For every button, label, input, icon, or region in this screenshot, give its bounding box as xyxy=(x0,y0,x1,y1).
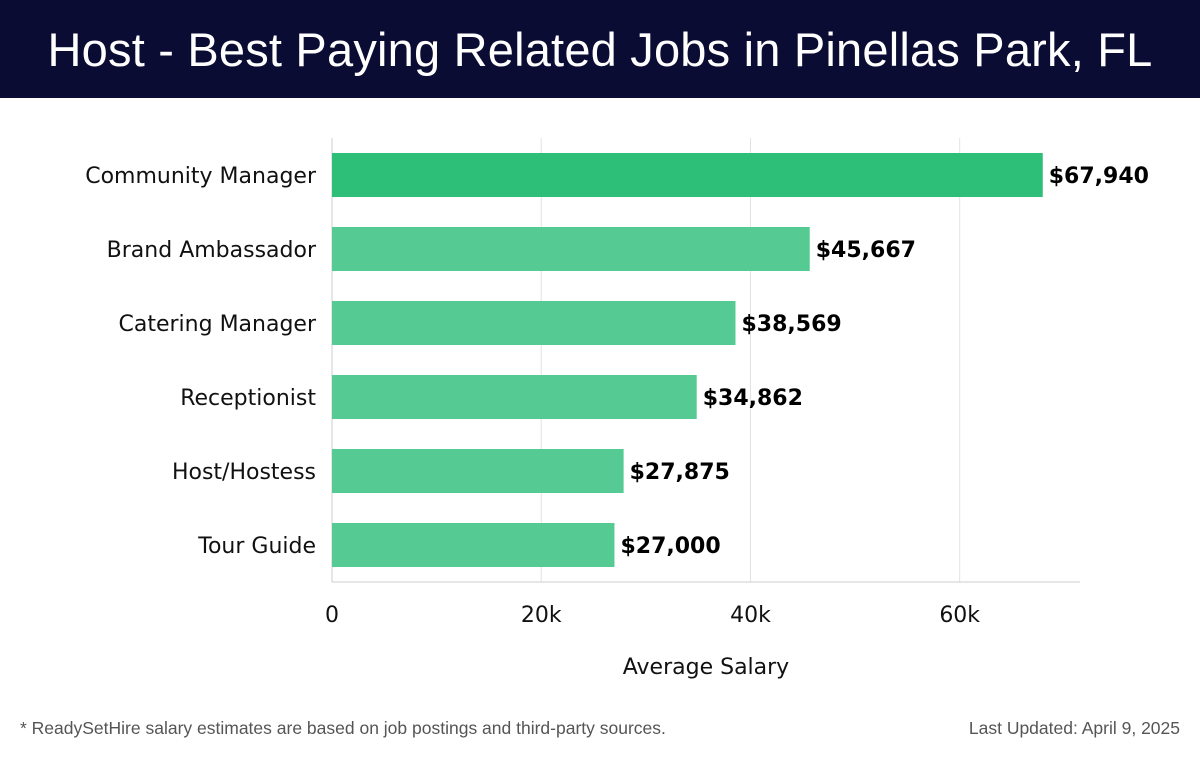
bar-3 xyxy=(332,375,697,419)
bar-0 xyxy=(332,153,1043,197)
value-label-1: $45,667 xyxy=(816,238,916,263)
bar-2 xyxy=(332,301,736,345)
category-label-4: Host/Hostess xyxy=(172,460,316,485)
footer-note: * ReadySetHire salary estimates are base… xyxy=(20,718,666,738)
x-tick-label-0: 0 xyxy=(325,603,339,628)
value-label-2: $38,569 xyxy=(741,312,841,337)
category-label-5: Tour Guide xyxy=(197,534,316,559)
value-label-3: $34,862 xyxy=(703,386,803,411)
bar-4 xyxy=(332,449,624,493)
category-label-0: Community Manager xyxy=(85,164,317,189)
page-title: Host - Best Paying Related Jobs in Pinel… xyxy=(47,22,1153,76)
x-tick-label-1: 20k xyxy=(521,603,562,628)
category-label-2: Catering Manager xyxy=(119,312,317,337)
value-label-0: $67,940 xyxy=(1049,164,1149,189)
last-updated: Last Updated: April 9, 2025 xyxy=(968,718,1180,738)
category-label-1: Brand Ambassador xyxy=(107,238,317,263)
value-label-4: $27,875 xyxy=(630,460,730,485)
category-label-3: Receptionist xyxy=(180,386,316,411)
x-tick-label-2: 40k xyxy=(730,603,771,628)
header-banner: Host - Best Paying Related Jobs in Pinel… xyxy=(0,0,1200,98)
bar-1 xyxy=(332,227,810,271)
x-tick-label-3: 60k xyxy=(939,603,980,628)
x-axis-title: Average Salary xyxy=(623,655,789,680)
bar-5 xyxy=(332,523,615,567)
value-label-5: $27,000 xyxy=(620,534,720,559)
